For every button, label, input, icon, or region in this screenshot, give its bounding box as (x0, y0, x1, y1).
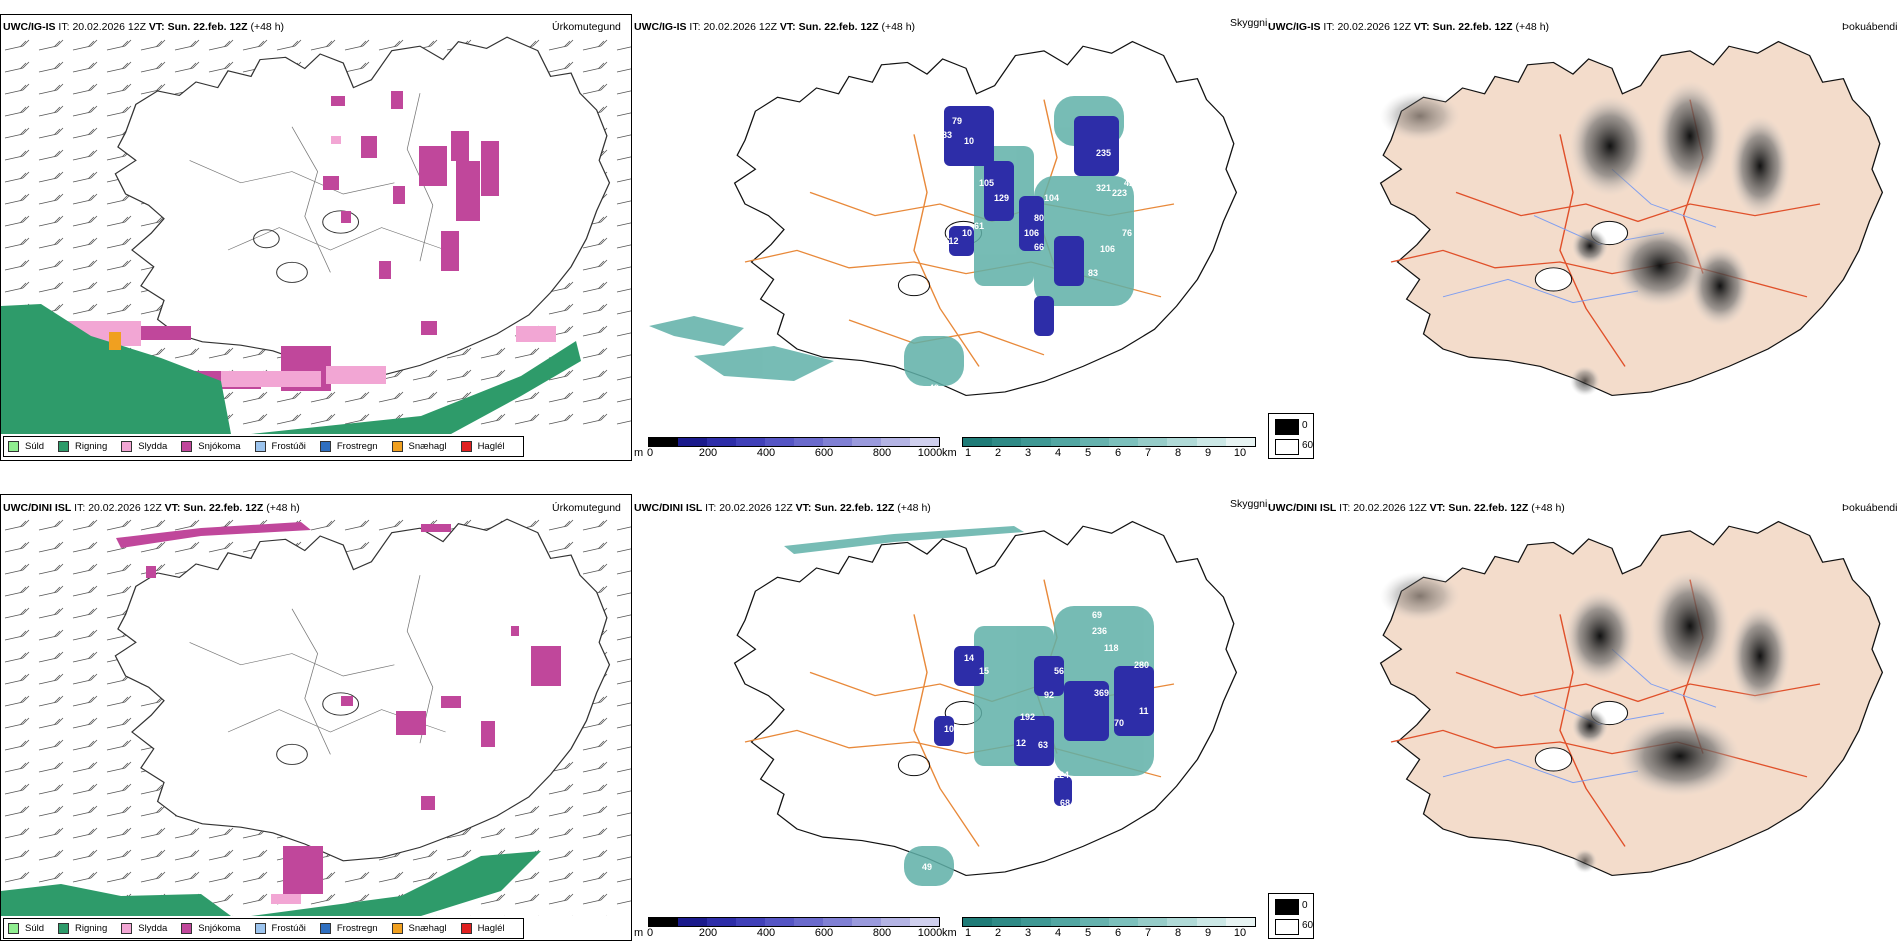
precip-legend-top: Súld Rigning Slydda Snjókoma Frostúði Fr… (3, 436, 524, 457)
vt-value: Sun. 22.feb. 12Z (167, 21, 248, 33)
legend-item: Slydda (121, 923, 167, 934)
svg-text:68: 68 (1060, 798, 1070, 808)
svg-text:105: 105 (979, 178, 994, 188)
visibility-map-bottom: 69 236 118 280 56 14 15 92 369 192 102 7… (634, 516, 1266, 914)
precip-type-map (1, 36, 631, 434)
svg-text:63: 63 (1038, 740, 1048, 750)
svg-text:223: 223 (1112, 188, 1127, 198)
model-name: UWC/IG-IS (3, 21, 56, 33)
svg-text:76: 76 (1122, 228, 1132, 238)
svg-text:353: 353 (1122, 162, 1137, 172)
vt-label: VT: (148, 21, 165, 33)
svg-text:83: 83 (942, 130, 952, 140)
legend-item: Snjókoma (181, 923, 241, 934)
svg-text:102: 102 (944, 724, 959, 734)
precip-type-panel-bottom (0, 494, 632, 941)
svg-text:106: 106 (1024, 228, 1039, 238)
legend-item: Slydda (121, 441, 167, 452)
header-bottom-2: UWC/DINI ISL IT: 20.02.2026 12Z VT: Sun.… (634, 502, 931, 514)
rain-area (1, 304, 581, 434)
svg-text:79: 79 (952, 116, 962, 126)
svg-text:49: 49 (922, 862, 932, 872)
svg-text:11: 11 (1139, 706, 1149, 716)
legend-item: Frostúði (254, 923, 306, 934)
svg-text:129: 129 (994, 193, 1009, 203)
panel-title-visibility: Skyggni (1230, 17, 1268, 29)
svg-text:18: 18 (1154, 168, 1164, 178)
svg-text:235: 235 (1096, 148, 1111, 158)
svg-text:80: 80 (1034, 213, 1044, 223)
svg-text:124: 124 (1054, 770, 1069, 780)
header-bottom-1: UWC/DINI ISL IT: 20.02.2026 12Z VT: Sun.… (3, 502, 300, 514)
panel-title-precip-type-2: Úrkomutegund (552, 502, 621, 514)
colorbar-visibility-bottom: km 1 2 3 4 5 6 7 8 9 10 (942, 917, 1262, 939)
svg-text:236: 236 (1092, 626, 1107, 636)
colorbar-m (648, 437, 940, 447)
panel-title-fog: Þokuábendi (1842, 21, 1898, 33)
colorbar-visibility-top: km 1 2 3 4 5 6 7 8 9 10 (942, 437, 1262, 459)
svg-text:57: 57 (1060, 333, 1070, 343)
svg-text:106: 106 (1100, 244, 1115, 254)
svg-text:321: 321 (1096, 183, 1111, 193)
legend-item: Snjókoma (181, 441, 241, 452)
colorbar-altitude-bottom: m 0 200 400 600 800 1000 (634, 917, 944, 939)
svg-text:83: 83 (1088, 268, 1098, 278)
svg-text:12: 12 (1016, 738, 1026, 748)
svg-text:10: 10 (964, 136, 974, 146)
svg-text:424: 424 (1124, 178, 1139, 188)
svg-text:280: 280 (1134, 660, 1149, 670)
lead-time: (+48 h) (250, 21, 285, 33)
svg-text:15: 15 (979, 666, 989, 676)
svg-text:66: 66 (1034, 242, 1044, 252)
precip-legend-bottom: Súld Rigning Slydda Snjókoma Frostúði Fr… (3, 918, 524, 939)
precip-type-panel-top (0, 14, 632, 461)
legend-item: Rigning (58, 441, 107, 452)
header-top-2: UWC/IG-IS IT: 20.02.2026 12Z VT: Sun. 22… (634, 21, 916, 33)
precip-type-map-bottom (1, 516, 631, 916)
svg-text:112: 112 (944, 236, 959, 246)
svg-text:92: 92 (1044, 690, 1054, 700)
legend-item: Rigning (58, 923, 107, 934)
svg-text:104: 104 (1044, 193, 1059, 203)
fog-map-bottom (1300, 516, 1900, 914)
legend-item: Frostregn (319, 923, 378, 934)
legend-item: Snæhagl (391, 923, 447, 934)
svg-text:10: 10 (962, 228, 972, 238)
panel-title-fog-2: Þokuábendi (1842, 502, 1898, 514)
it-value: 20.02.2026 12Z (72, 21, 146, 33)
svg-text:369: 369 (1094, 688, 1109, 698)
visibility-map-top: 79 83 10 105 129 61 112 10 104 80 106 23… (634, 36, 1266, 434)
svg-text:56: 56 (1054, 666, 1064, 676)
legend-item: Súld (8, 923, 44, 934)
fog-legend-bottom: 0 60 (1268, 893, 1314, 939)
legend-item: Snæhagl (391, 441, 447, 452)
island-outline (114, 36, 611, 380)
legend-item: Haglél (460, 441, 505, 452)
panel-title-precip-type: Úrkomutegund (552, 21, 621, 33)
fog-map-top (1300, 36, 1900, 434)
legend-item: Súld (8, 441, 44, 452)
it-label: IT: (58, 21, 70, 33)
visibility-values: 79 83 10 105 129 61 112 10 104 80 106 23… (929, 116, 1185, 393)
header-top-3: UWC/IG-IS IT: 20.02.2026 12Z VT: Sun. 22… (1268, 21, 1550, 33)
svg-text:118: 118 (1104, 643, 1119, 653)
header-top-1: UWC/IG-IS IT: 20.02.2026 12Z VT: Sun. 22… (3, 21, 284, 33)
colorbar-altitude-top: m 0 200 400 600 800 1000 (634, 437, 944, 459)
svg-text:49: 49 (929, 383, 939, 393)
colorbar-km (962, 437, 1256, 447)
fog-legend-top: 0 60 (1268, 413, 1314, 459)
legend-item: Frostúði (254, 441, 306, 452)
svg-text:70: 70 (1114, 718, 1124, 728)
svg-text:145: 145 (1170, 184, 1185, 194)
header-bottom-3: UWC/DINI ISL IT: 20.02.2026 12Z VT: Sun.… (1268, 502, 1565, 514)
svg-text:158: 158 (1154, 208, 1169, 218)
legend-item: Haglél (460, 923, 505, 934)
legend-item: Frostregn (319, 441, 378, 452)
svg-text:14: 14 (964, 653, 974, 663)
svg-text:69: 69 (1092, 610, 1102, 620)
svg-text:61: 61 (974, 221, 984, 231)
panel-title-visibility-2: Skyggni (1230, 498, 1268, 510)
svg-text:192: 192 (1020, 712, 1035, 722)
